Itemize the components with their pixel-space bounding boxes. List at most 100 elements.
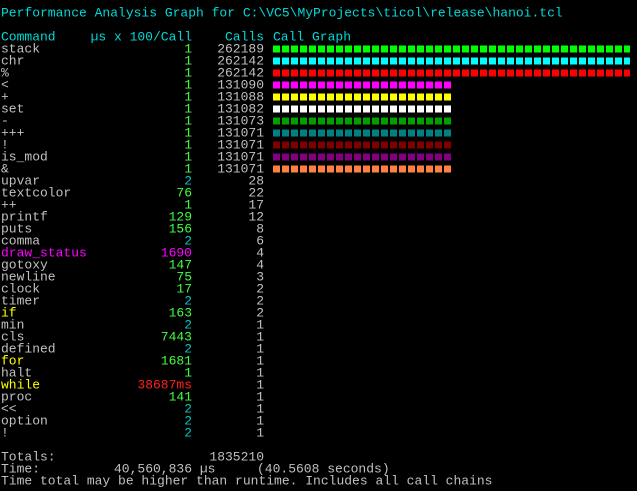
us-per-call: 38687ms <box>137 377 192 392</box>
command: textcolor <box>1 185 71 200</box>
time-us: 40,560,836 µs <box>114 461 215 476</box>
us-per-call: 7443 <box>161 329 192 344</box>
column-header: Calls <box>225 29 264 44</box>
calls: 4 <box>256 257 264 272</box>
calls: 262142 <box>217 53 264 68</box>
command: << <box>1 401 17 416</box>
calls: 6 <box>256 233 264 248</box>
command: halt <box>1 365 32 380</box>
command: proc <box>1 389 32 404</box>
command: defined <box>1 341 56 356</box>
column-header: µs x 100/Call <box>91 29 193 44</box>
us-per-call: 2 <box>184 317 192 332</box>
command: ! <box>1 425 9 440</box>
us-per-call: 2 <box>184 233 192 248</box>
calls: 131088 <box>217 89 264 104</box>
command: draw_status <box>1 245 87 260</box>
command: if <box>1 305 17 320</box>
command: & <box>1 161 9 176</box>
command: chr <box>1 53 24 68</box>
us-per-call: 1 <box>184 41 192 56</box>
calls: 262142 <box>217 65 264 80</box>
calls: 131071 <box>217 161 264 176</box>
us-per-call: 2 <box>184 293 192 308</box>
command: for <box>1 353 24 368</box>
us-per-call: 1 <box>184 365 192 380</box>
calls: 1 <box>256 353 264 368</box>
command: while <box>1 377 40 392</box>
us-per-call: 147 <box>169 257 192 272</box>
us-per-call: 1 <box>184 89 192 104</box>
title: Performance Analysis Graph for C:\VC5\My… <box>1 5 563 20</box>
time-seconds: (40.5608 seconds) <box>257 461 390 476</box>
command: comma <box>1 233 40 248</box>
command: - <box>1 113 9 128</box>
calls: 1 <box>256 425 264 440</box>
us-per-call: 1 <box>184 65 192 80</box>
command: gotoxy <box>1 257 48 272</box>
command: stack <box>1 41 40 56</box>
calls: 4 <box>256 245 264 260</box>
us-per-call: 1 <box>184 125 192 140</box>
us-per-call: 1681 <box>161 353 192 368</box>
calls: 131071 <box>217 125 264 140</box>
calls: 1 <box>256 365 264 380</box>
command: ! <box>1 137 9 152</box>
command: is_mod <box>1 149 48 164</box>
command: newline <box>1 269 56 284</box>
calls: 2 <box>256 293 264 308</box>
us-per-call: 1 <box>184 77 192 92</box>
command: printf <box>1 209 48 224</box>
command: timer <box>1 293 40 308</box>
command: set <box>1 101 24 116</box>
calls: 1 <box>256 377 264 392</box>
calls: 3 <box>256 269 264 284</box>
command: + <box>1 89 9 104</box>
calls: 131090 <box>217 77 264 92</box>
us-per-call: 1 <box>184 149 192 164</box>
calls: 8 <box>256 221 264 236</box>
calls: 131071 <box>217 149 264 164</box>
us-per-call: 1 <box>184 137 192 152</box>
calls: 12 <box>248 209 264 224</box>
us-per-call: 2 <box>184 173 192 188</box>
calls: 2 <box>256 305 264 320</box>
us-per-call: 2 <box>184 413 192 428</box>
us-per-call: 1 <box>184 161 192 176</box>
calls: 22 <box>248 185 264 200</box>
command: clock <box>1 281 40 296</box>
calls: 1 <box>256 317 264 332</box>
calls: 1 <box>256 341 264 356</box>
command: min <box>1 317 24 332</box>
command: cls <box>1 329 24 344</box>
calls: 1 <box>256 329 264 344</box>
us-per-call: 1 <box>184 113 192 128</box>
us-per-call: 2 <box>184 401 192 416</box>
calls: 2 <box>256 281 264 296</box>
us-per-call: 1 <box>184 53 192 68</box>
us-per-call: 75 <box>176 269 192 284</box>
command: upvar <box>1 173 40 188</box>
totals-label: Totals: <box>1 449 56 464</box>
us-per-call: 163 <box>169 305 192 320</box>
command: < <box>1 77 9 92</box>
us-per-call: 156 <box>169 221 192 236</box>
us-per-call: 129 <box>169 209 192 224</box>
command: option <box>1 413 48 428</box>
calls: 17 <box>248 197 264 212</box>
command: % <box>1 65 9 80</box>
note: Time total may be higher than runtime. I… <box>1 473 492 488</box>
calls: 131073 <box>217 113 264 128</box>
calls: 262189 <box>217 41 264 56</box>
us-per-call: 141 <box>169 389 193 404</box>
calls: 1 <box>256 413 264 428</box>
us-per-call: 1 <box>184 101 192 116</box>
command: puts <box>1 221 32 236</box>
command: +++ <box>1 125 25 140</box>
calls: 1 <box>256 389 264 404</box>
totals-calls: 1835210 <box>209 449 264 464</box>
column-header: Command <box>1 29 56 44</box>
calls: 1 <box>256 401 264 416</box>
calls: 131082 <box>217 101 264 116</box>
